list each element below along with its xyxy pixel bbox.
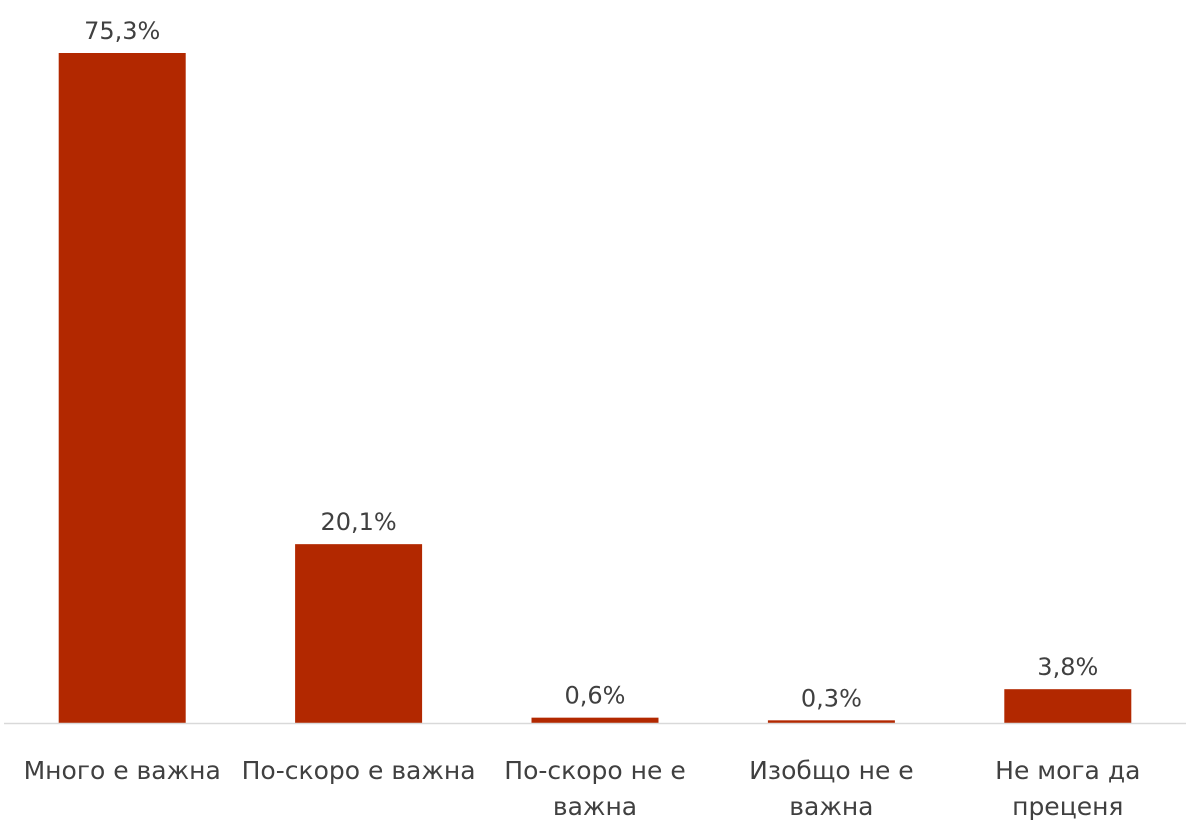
category-label-line: Не мога да (995, 756, 1140, 785)
bar-5 (1004, 689, 1132, 723)
category-label-line: По-скоро е важна (242, 756, 476, 785)
category-label-5: Не мога да преценя (995, 756, 1140, 820)
data-label-4: 0,3% (801, 684, 862, 712)
category-labels-layer: Много е важна По-скоро е важна По-скоро не… (24, 756, 1141, 820)
category-label-4: Изобщо не е важна (749, 756, 914, 820)
category-label-line: преценя (1012, 792, 1123, 820)
data-label-2: 20,1% (320, 508, 396, 536)
bars-layer (58, 53, 1132, 723)
category-label-line: Изобщо не е (749, 756, 914, 785)
bar-3 (531, 717, 659, 723)
category-label-2: По-скоро е важна (242, 756, 476, 785)
category-label-line: Много е важна (24, 756, 221, 785)
category-label-line: важна (789, 792, 873, 820)
bar-2 (295, 544, 423, 723)
category-label-line: важна (553, 792, 637, 820)
category-label-line: По-скоро не е (504, 756, 685, 785)
data-labels-layer: 75,3% 20,1% 0,6% 0,3% 3,8% (84, 17, 1098, 712)
category-label-3: По-скоро не е важна (504, 756, 685, 820)
category-label-1: Много е важна (24, 756, 221, 785)
data-label-3: 0,6% (565, 682, 626, 710)
bar-1 (58, 53, 186, 723)
data-label-5: 3,8% (1037, 653, 1098, 681)
data-label-1: 75,3% (84, 17, 160, 45)
bar-4 (767, 720, 895, 723)
